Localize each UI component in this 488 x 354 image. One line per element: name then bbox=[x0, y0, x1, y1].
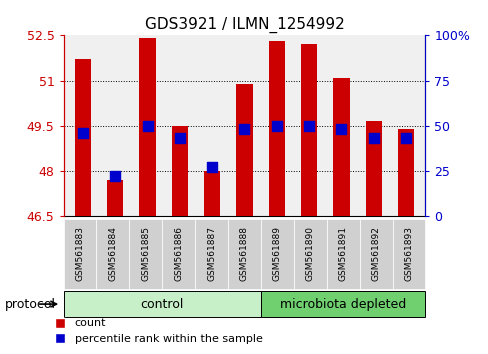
Point bbox=[111, 173, 119, 179]
Point bbox=[208, 164, 216, 170]
Bar bbox=[107, 180, 123, 216]
Text: GSM561885: GSM561885 bbox=[141, 227, 150, 281]
Bar bbox=[139, 39, 155, 216]
Point bbox=[79, 130, 87, 136]
Text: GSM561890: GSM561890 bbox=[305, 227, 314, 281]
Text: GSM561887: GSM561887 bbox=[207, 227, 216, 281]
Point bbox=[305, 123, 312, 129]
Text: control: control bbox=[140, 298, 183, 310]
Point bbox=[272, 123, 280, 129]
Text: GSM561889: GSM561889 bbox=[272, 227, 281, 281]
Bar bbox=[171, 126, 187, 216]
Text: microbiota depleted: microbiota depleted bbox=[280, 298, 406, 310]
Legend: count, percentile rank within the sample: count, percentile rank within the sample bbox=[44, 314, 266, 348]
Point bbox=[401, 136, 409, 141]
Title: GDS3921 / ILMN_1254992: GDS3921 / ILMN_1254992 bbox=[144, 16, 344, 33]
Text: GSM561884: GSM561884 bbox=[108, 227, 117, 281]
Text: protocol: protocol bbox=[5, 298, 56, 310]
Text: GSM561888: GSM561888 bbox=[240, 227, 248, 281]
Bar bbox=[301, 44, 317, 216]
Text: GSM561892: GSM561892 bbox=[371, 227, 380, 281]
Text: GSM561883: GSM561883 bbox=[75, 227, 84, 281]
Bar bbox=[365, 121, 381, 216]
Bar bbox=[75, 59, 91, 216]
Point bbox=[176, 136, 183, 141]
Text: GSM561886: GSM561886 bbox=[174, 227, 183, 281]
Bar bbox=[333, 78, 349, 216]
Bar bbox=[236, 84, 252, 216]
Point bbox=[143, 123, 151, 129]
Bar bbox=[203, 171, 220, 216]
Text: GSM561893: GSM561893 bbox=[404, 227, 413, 281]
Point bbox=[369, 136, 377, 141]
Text: GSM561891: GSM561891 bbox=[338, 227, 347, 281]
Bar bbox=[397, 129, 413, 216]
Point bbox=[337, 126, 345, 132]
Point bbox=[240, 126, 248, 132]
Bar bbox=[268, 41, 285, 216]
